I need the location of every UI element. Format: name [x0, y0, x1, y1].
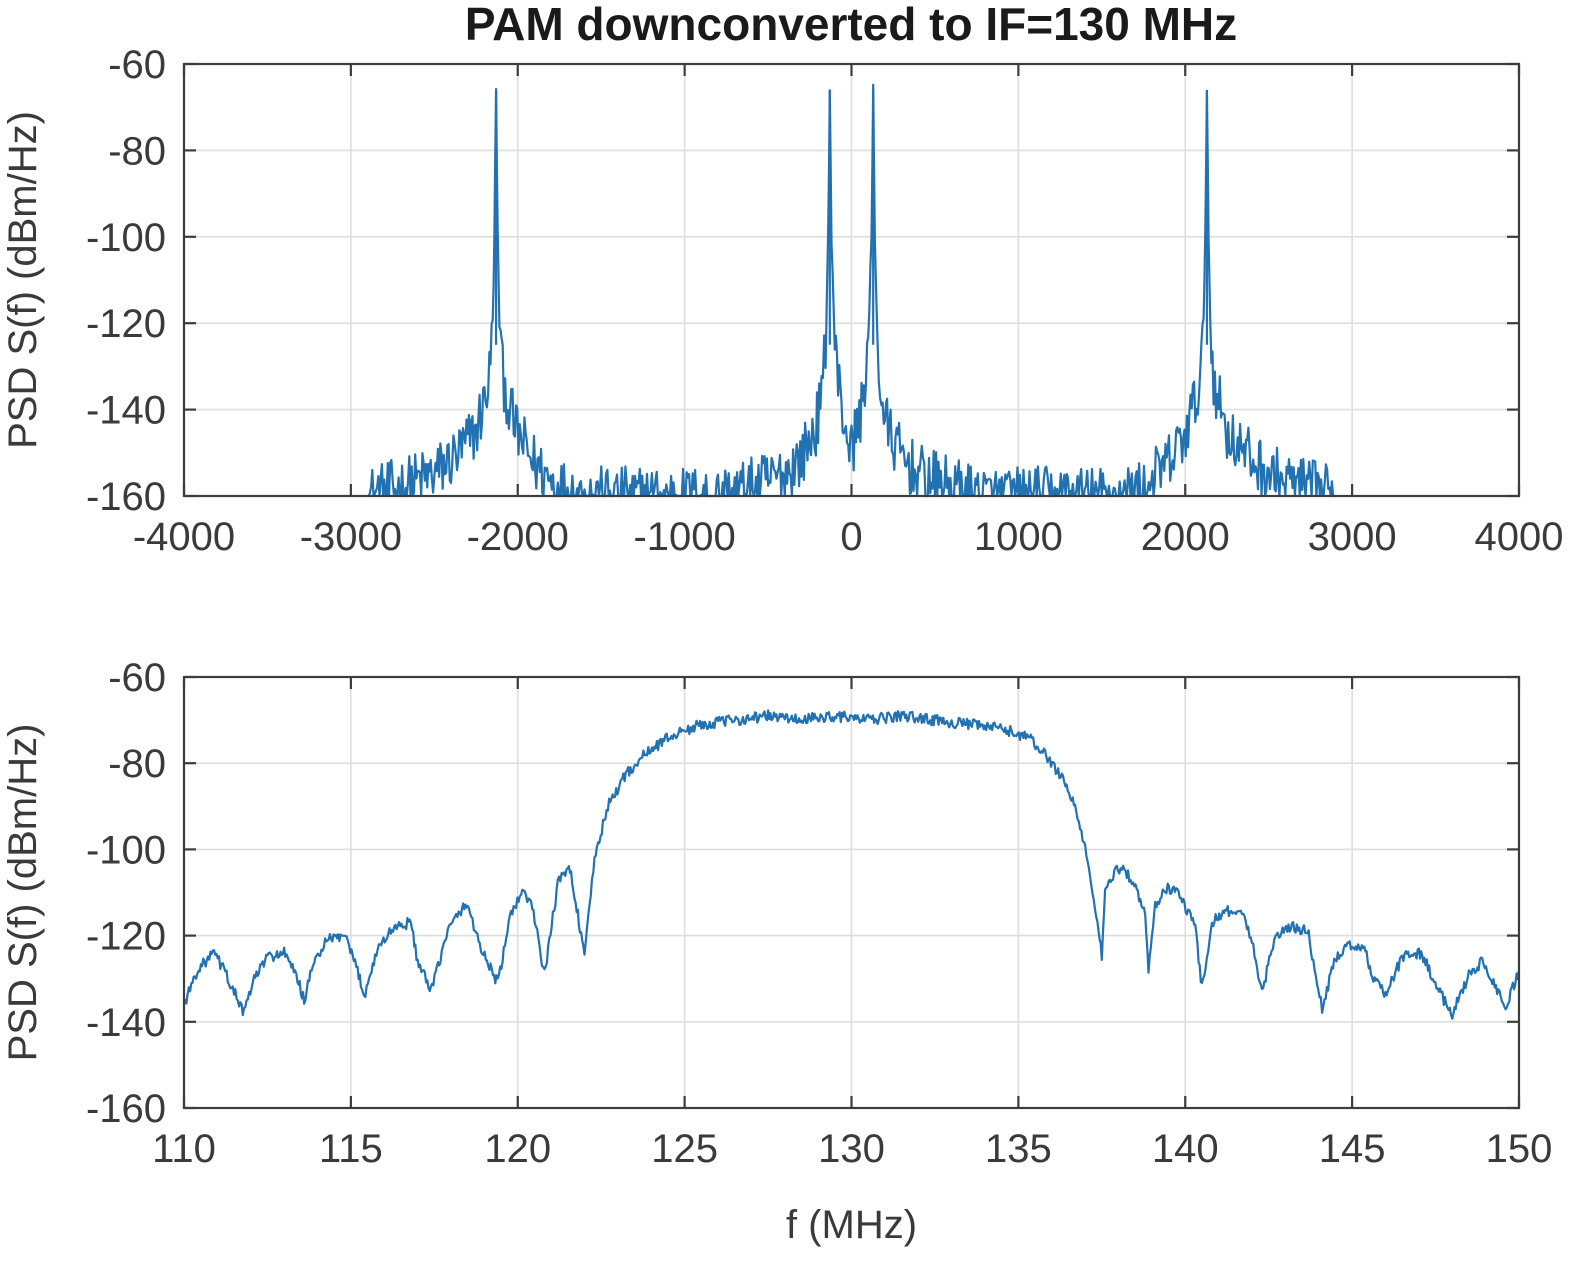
- bottom-psd-series-line: [182, 709, 1521, 1020]
- top-peak-spikes: [494, 89, 1209, 345]
- top-y-tick-labels: -60 -80 -100 -120 -140 -160: [86, 43, 166, 519]
- top-x-tick-label: 4000: [1475, 515, 1564, 559]
- bottom-y-tick-labels: -60 -80 -100 -120 -140 -160: [86, 656, 166, 1131]
- bottom-y-axis-label: PSD S(f) (dBm/Hz): [1, 724, 45, 1062]
- top-y-tick-label: -140: [86, 389, 166, 433]
- top-y-tick-label: -100: [86, 216, 166, 260]
- bottom-grid: [184, 677, 1519, 1108]
- top-x-tick-label: -1000: [633, 515, 735, 559]
- bottom-x-axis-label: f (MHz): [786, 1203, 917, 1247]
- top-y-tick-label: -80: [108, 129, 166, 173]
- bottom-y-tick-label: -80: [108, 742, 166, 786]
- bottom-x-tick-label: 135: [985, 1127, 1052, 1171]
- bottom-y-tick-label: -140: [86, 1001, 166, 1045]
- bottom-x-tick-label: 115: [319, 1127, 383, 1171]
- top-x-tick-label: 0: [840, 515, 862, 559]
- bottom-x-tick-label: 125: [651, 1127, 718, 1171]
- top-x-tick-label: -3000: [300, 515, 402, 559]
- bottom-x-tick-labels: 110 115 120 125 130 135 140 145 150: [152, 1127, 1552, 1171]
- top-x-tick-label: -2000: [467, 515, 569, 559]
- bottom-x-tick-label: 150: [1486, 1127, 1553, 1171]
- bottom-y-tick-label: -120: [86, 915, 166, 959]
- bottom-x-tick-label: 130: [818, 1127, 885, 1171]
- top-x-tick-label: 1000: [974, 515, 1063, 559]
- top-grid: [184, 64, 1519, 496]
- bottom-x-tick-label: 120: [484, 1127, 551, 1171]
- bottom-x-tick-label: 140: [1152, 1127, 1219, 1171]
- top-x-tick-label: -4000: [133, 515, 235, 559]
- bottom-psd-plot: 110 115 120 125 130 135 140 145 150 -60 -80 -100 -1…: [1, 656, 1552, 1247]
- bottom-y-tick-label: -60: [108, 656, 166, 700]
- bottom-axes-box: [182, 675, 1521, 1110]
- bottom-y-tick-label: -100: [86, 828, 166, 872]
- top-psd-plot: -4000 -3000 -2000 -1000 0 1000 2000 3000 4000 -6…: [1, 43, 1563, 559]
- bottom-y-tick-label: -160: [86, 1087, 166, 1131]
- top-y-tick-label: -160: [86, 475, 166, 519]
- figure-title: PAM downconverted to IF=130 MHz: [465, 0, 1237, 50]
- top-y-tick-label: -60: [108, 43, 166, 87]
- bottom-x-tick-label: 110: [152, 1127, 216, 1171]
- bottom-x-tick-label: 145: [1319, 1127, 1386, 1171]
- top-x-tick-label: 2000: [1141, 515, 1230, 559]
- top-axes-box: [182, 62, 1521, 498]
- top-y-tick-label: -120: [86, 302, 166, 346]
- top-x-tick-labels: -4000 -3000 -2000 -1000 0 1000 2000 3000 4000: [133, 515, 1564, 559]
- top-psd-series-line: [367, 83, 1336, 498]
- top-x-tick-label: 3000: [1308, 515, 1397, 559]
- top-y-axis-label: PSD S(f) (dBm/Hz): [1, 111, 45, 449]
